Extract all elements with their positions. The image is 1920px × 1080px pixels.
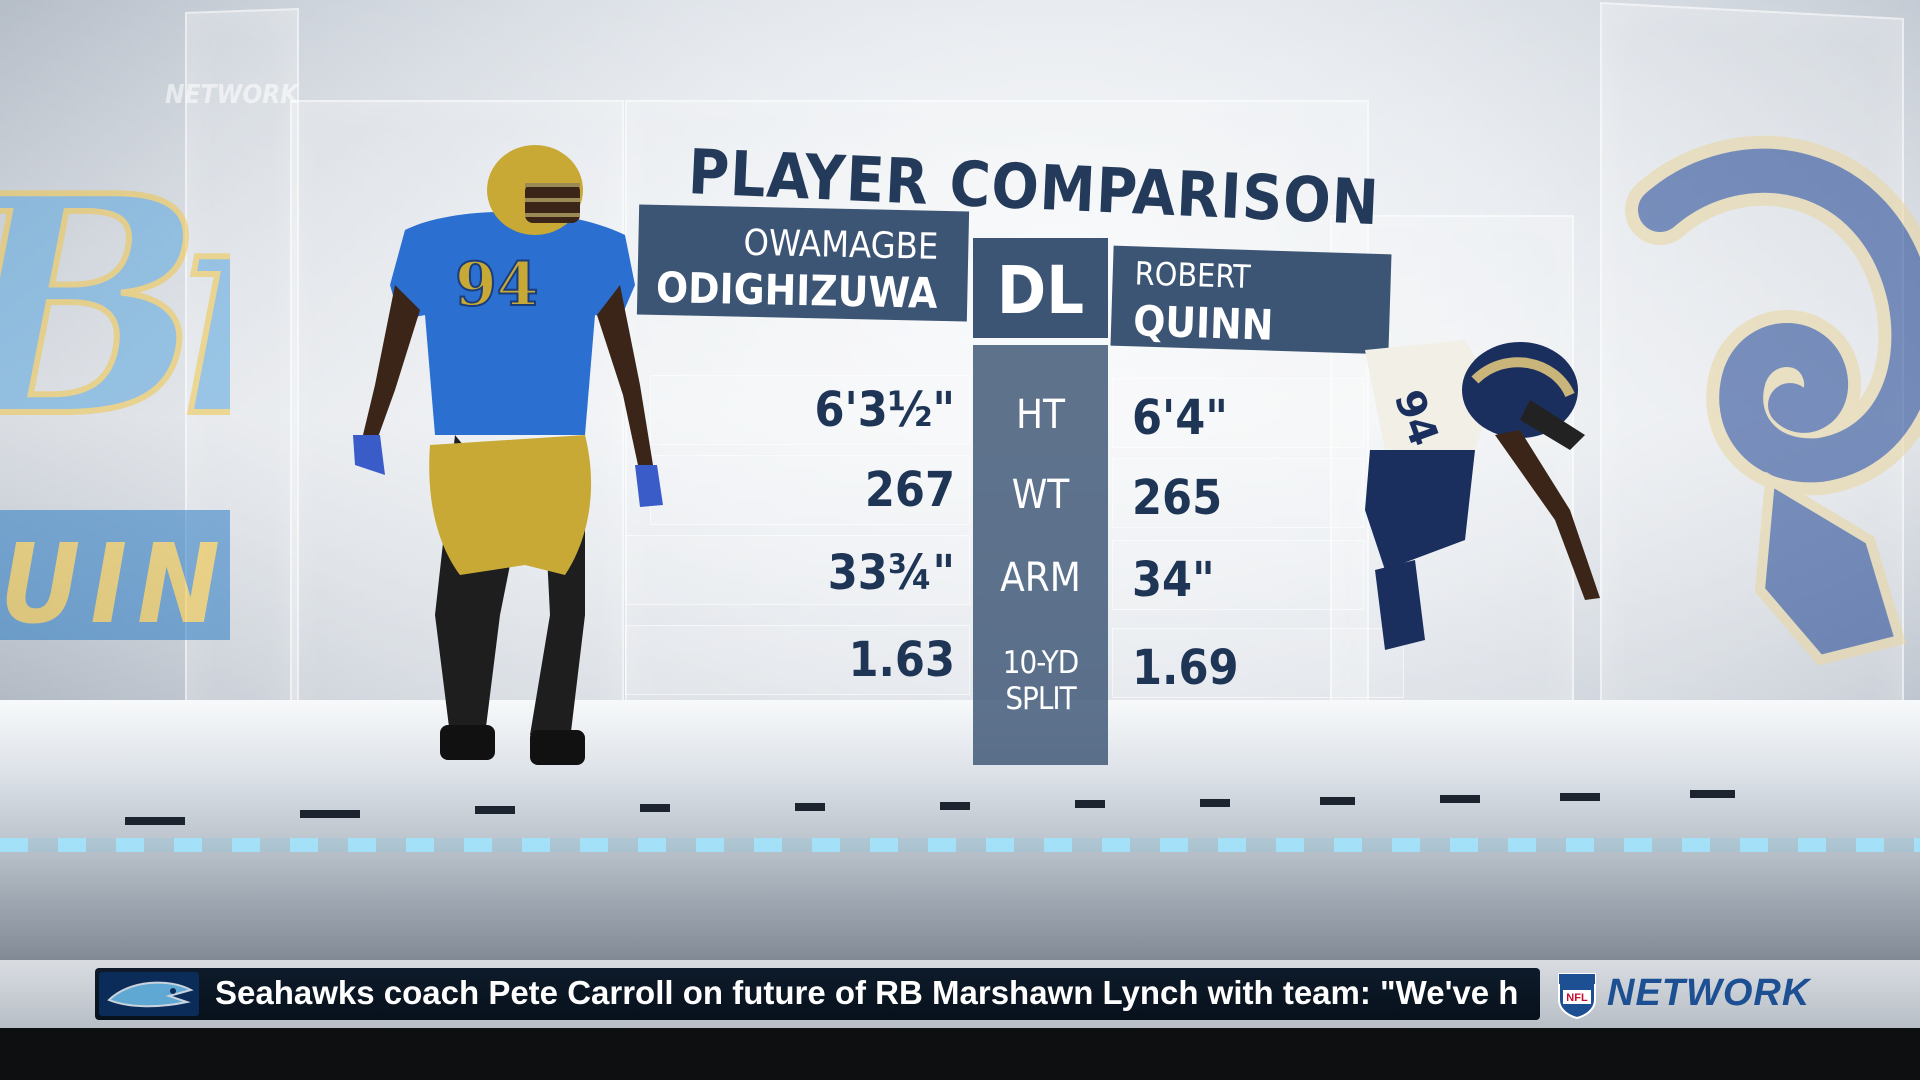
right-player-last-name: QUINN: [1132, 296, 1275, 350]
svg-text:NFL: NFL: [1566, 992, 1588, 1004]
right-stat-wt: 265: [1132, 470, 1223, 526]
ticker-headline: Seahawks coach Pete Carroll on future of…: [215, 974, 1519, 1011]
left-stat-arm: 33¾": [827, 545, 955, 601]
right-stat-ht: 6'4": [1132, 390, 1228, 446]
stat-label-arm: ARM: [1000, 555, 1081, 601]
background-haze: [0, 0, 1920, 760]
floor-marker: [300, 810, 360, 818]
right-stat-split: 1.69: [1132, 640, 1239, 696]
stat-cell: [1112, 628, 1404, 698]
floor-marker: [640, 804, 670, 812]
stat-cell: [1112, 458, 1364, 528]
stat-cell: [625, 625, 970, 695]
left-player-header: OWAMAGBE ODIGHIZUWA: [636, 204, 970, 322]
news-ticker: Seahawks coach Pete Carroll on future of…: [0, 960, 1920, 1028]
left-player-last-name: ODIGHIZUWA: [655, 262, 938, 318]
stat-cell: [1112, 378, 1364, 448]
floor-marker: [475, 806, 515, 814]
right-player-photo: 94: [1365, 340, 1600, 650]
left-team-logo: Bruins UIN: [0, 110, 230, 670]
floor-marker: [795, 803, 825, 811]
position-header: DL: [973, 238, 1108, 338]
ticker-bar: Seahawks coach Pete Carroll on future of…: [95, 968, 1540, 1020]
left-logo-bar: [0, 510, 230, 640]
stat-label-wt: WT: [1011, 472, 1070, 518]
floor-marker: [1440, 795, 1480, 803]
left-player-jersey: 94: [455, 250, 539, 320]
right-stat-arm: 34": [1132, 552, 1215, 608]
stat-cell: [650, 375, 970, 445]
stat-cell: [650, 455, 970, 525]
nfl-shield-icon: NFL: [1558, 973, 1596, 1020]
floor-marker: [1690, 790, 1735, 798]
stat-cell: [1112, 540, 1364, 610]
position-label: DL: [996, 252, 1085, 329]
stat-label-column: [973, 345, 1108, 765]
left-stat-ht: 6'3½": [814, 382, 955, 438]
bottom-letterbox: [0, 1028, 1920, 1080]
floor-marker: [1075, 800, 1105, 808]
floor-marker: [125, 817, 185, 825]
floor-light-strip: [0, 838, 1920, 852]
left-stat-wt: 267: [864, 462, 955, 518]
seahawks-logo-icon: [99, 972, 199, 1016]
network-logo: NFL NETWORK: [1555, 970, 1825, 1020]
left-logo-bar-text: UIN: [0, 520, 230, 648]
network-watermark: NETWORK: [165, 80, 299, 110]
network-label: NETWORK: [1607, 972, 1811, 1014]
left-stat-split: 1.63: [848, 632, 955, 688]
floor-marker: [940, 802, 970, 810]
stat-label-ht: HT: [1015, 392, 1066, 438]
rams-horn-icon: [1620, 120, 1920, 680]
stage-floor: [0, 700, 1920, 970]
stat-cell: [625, 535, 970, 605]
left-player-first-name: OWAMAGBE: [743, 222, 939, 268]
right-player-first-name: ROBERT: [1134, 254, 1252, 296]
right-player-header: ROBERT QUINN: [1110, 245, 1392, 355]
left-logo-script: Bruins: [0, 127, 230, 486]
floor-marker: [1200, 799, 1230, 807]
floor-marker: [1320, 797, 1355, 805]
floor-marker: [1560, 793, 1600, 801]
stat-label-split: 10-YD SPLIT: [1002, 645, 1079, 717]
left-player-photo: 94: [353, 145, 663, 765]
